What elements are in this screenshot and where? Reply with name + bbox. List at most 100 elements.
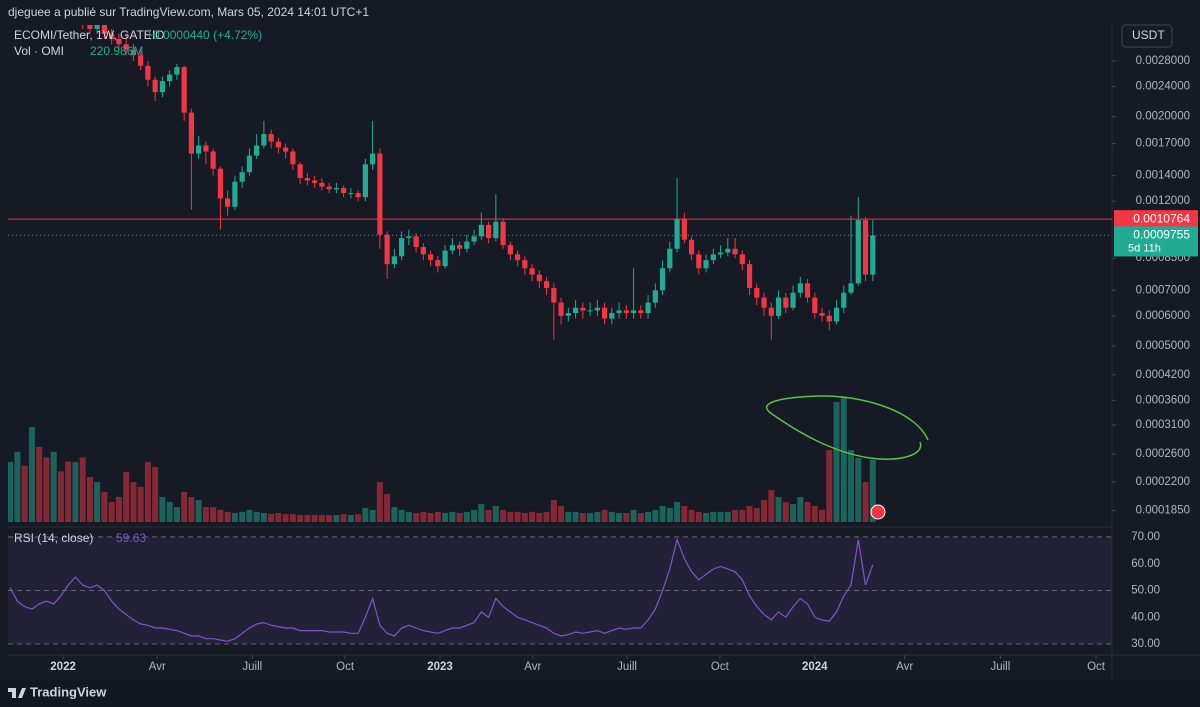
currency-box[interactable] <box>1121 24 1173 48</box>
candle-body <box>594 307 600 311</box>
candle-body <box>181 67 187 113</box>
y-tick-label: 0.0028000 <box>1136 55 1190 67</box>
volume-bar <box>297 514 304 522</box>
candle-body <box>696 254 702 269</box>
volume-bar <box>869 459 876 522</box>
candle-body <box>739 254 745 265</box>
volume-bar <box>456 513 463 522</box>
y-tick-label: 0.0014000 <box>1136 170 1190 182</box>
volume-bar <box>123 472 130 522</box>
volume-bar <box>289 514 296 522</box>
volume-bar <box>144 462 151 522</box>
candle-body <box>855 220 861 284</box>
candle-body <box>370 153 376 165</box>
volume-bar <box>833 402 840 522</box>
volume-bar <box>130 482 137 522</box>
countdown: 5d 11h <box>1128 242 1161 254</box>
y-tick-label: 0.0005000 <box>1136 340 1190 352</box>
volume-bar <box>521 513 528 522</box>
volume-bar <box>717 511 724 522</box>
y-tick-label: 0.0017000 <box>1136 138 1190 150</box>
x-tick-label: Avr <box>896 661 913 673</box>
candle-body <box>384 234 390 265</box>
price-line-box <box>1114 210 1198 229</box>
volume-bar <box>746 505 753 522</box>
volume-bar <box>471 509 478 522</box>
volume-last: 220.986M <box>90 44 143 58</box>
volume-bar <box>536 513 543 522</box>
candle-body <box>232 181 238 207</box>
candle-body <box>304 178 310 181</box>
volume-bar <box>405 511 412 522</box>
rsi-title: RSI (14, close) <box>14 531 93 545</box>
volume-bar <box>500 509 507 522</box>
volume-bar <box>587 513 594 522</box>
volume-bar <box>724 511 731 522</box>
candle-body <box>203 145 209 152</box>
volume-bar <box>666 507 673 522</box>
volume-bar <box>311 514 318 522</box>
volume-bar <box>94 482 101 522</box>
rsi-last: 59.63 <box>116 531 146 545</box>
candle-body <box>587 310 593 312</box>
candle-body <box>138 55 144 66</box>
volume-bar <box>304 514 311 522</box>
candle-body <box>543 281 550 288</box>
volume-bar <box>840 397 847 522</box>
candle-body <box>428 254 434 261</box>
y-tick-label: 0.0003600 <box>1136 394 1190 406</box>
volume-bar <box>217 509 224 522</box>
candle-body <box>145 65 151 80</box>
volume-bar <box>268 513 275 522</box>
volume-bar <box>782 502 789 522</box>
volume-bar <box>811 505 818 522</box>
volume-bar <box>43 457 50 522</box>
volume-bar <box>732 509 739 522</box>
volume-bar <box>239 511 246 522</box>
x-tick-label: Avr <box>524 661 541 673</box>
candle-body <box>580 307 586 311</box>
candle-body <box>485 224 492 239</box>
candle-body <box>94 25 100 29</box>
volume-bar <box>28 427 35 522</box>
volume-bar <box>181 491 188 522</box>
candle-body <box>572 307 579 314</box>
candle-body <box>507 245 513 255</box>
candle-body <box>297 164 303 179</box>
candle-body <box>493 221 499 239</box>
volume-bar <box>768 489 775 522</box>
volume-bar <box>115 497 122 522</box>
candle-body <box>688 239 695 255</box>
volume-bar <box>57 471 64 522</box>
candle-body <box>464 241 470 249</box>
volume-bar <box>413 513 420 522</box>
volume-bar <box>608 511 615 522</box>
candle-body <box>529 268 535 275</box>
candle-body <box>290 151 296 165</box>
volume-bar <box>86 477 93 522</box>
volume-bar <box>202 507 209 522</box>
event-flag[interactable] <box>870 504 886 520</box>
volume-bar <box>224 511 231 522</box>
volume-bar <box>804 502 811 522</box>
candle-body <box>457 245 463 249</box>
volume-bar <box>652 509 659 522</box>
candle-body <box>775 297 782 316</box>
candle-body <box>609 313 615 319</box>
volume-bar <box>376 482 383 522</box>
candle-body <box>623 310 629 314</box>
currency[interactable]: USDT <box>1132 28 1165 42</box>
volume-bar <box>427 513 434 522</box>
price-line-label: 0.0010764 <box>1133 211 1190 225</box>
volume-bar <box>681 505 688 522</box>
candle-body <box>536 274 542 282</box>
volume-bar <box>101 491 108 522</box>
volume-bar <box>703 513 710 522</box>
volume-bar <box>21 465 28 522</box>
volume-bar <box>616 513 623 522</box>
candle-body <box>783 297 789 308</box>
y-tick-label: 40.00 <box>1131 611 1160 623</box>
volume-bar <box>637 513 644 522</box>
y-tick-label: 50.00 <box>1131 585 1160 597</box>
volume-bar <box>594 511 601 522</box>
